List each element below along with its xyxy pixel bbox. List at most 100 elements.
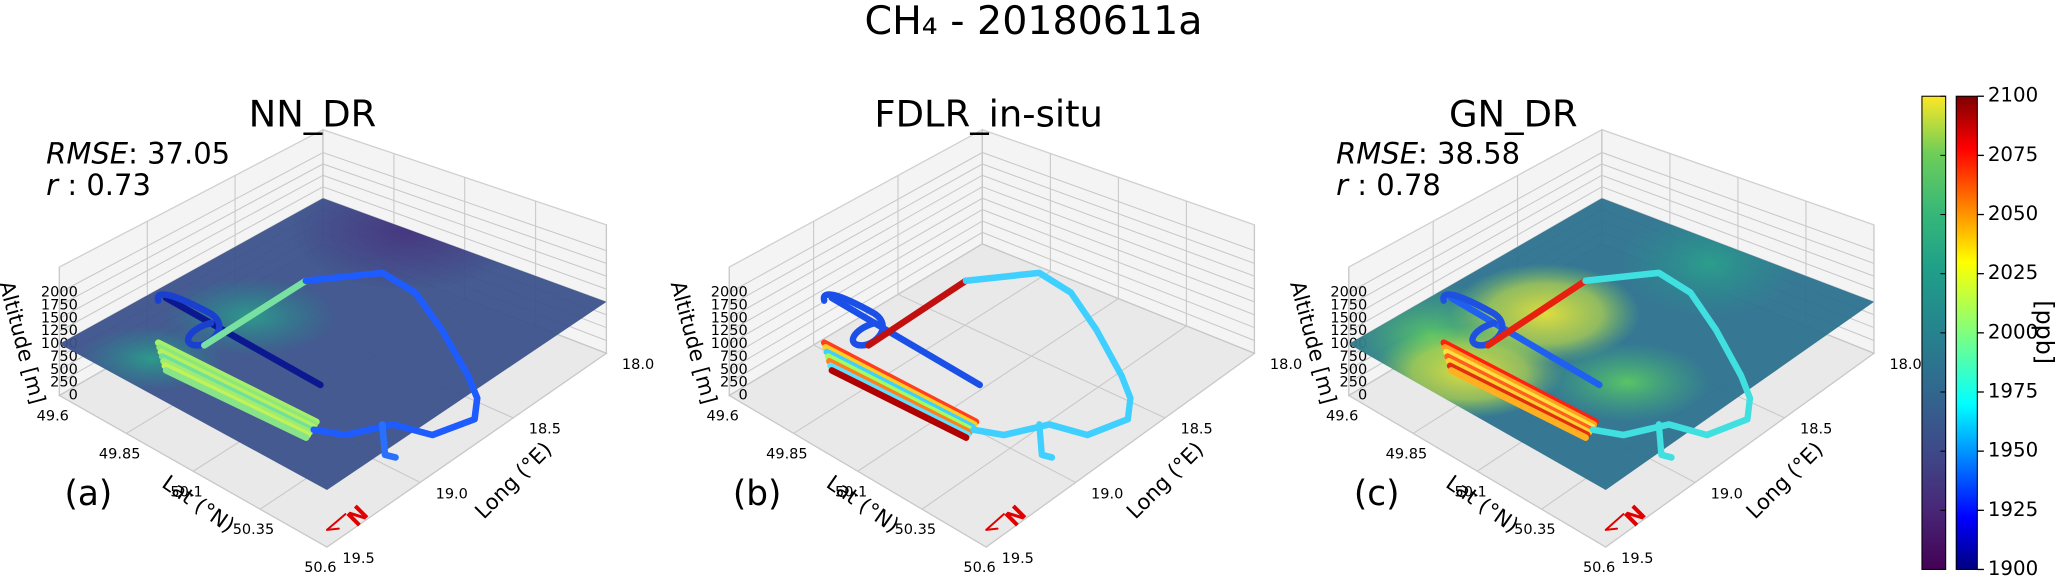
- z-tick-label: 1500: [711, 310, 748, 326]
- track-segment: [162, 294, 324, 389]
- panel-label: (b): [733, 474, 782, 514]
- z-tick-label: 0: [69, 387, 78, 403]
- z-tick-label: 1500: [41, 310, 78, 326]
- y-tick-label: 50.35: [895, 522, 937, 538]
- metric-value: 37.05: [147, 137, 230, 171]
- x-tick-label: 18.0: [622, 357, 654, 373]
- y-tick-label: 49.85: [99, 446, 141, 462]
- colorbar-tick-label: 2100: [1988, 84, 2038, 107]
- z-tick-label: 750: [720, 349, 748, 365]
- y-tick-label: 50.35: [233, 522, 275, 538]
- track-segment: [1448, 294, 1603, 389]
- track-segment: [162, 367, 310, 441]
- z-tick-label: 0: [738, 387, 747, 403]
- north-arrow: [1604, 513, 1625, 531]
- z-tick-label: 1250: [41, 323, 78, 339]
- colorbar-tick-label: 2025: [1988, 261, 2038, 284]
- y-tick-label: 49.85: [1386, 446, 1428, 462]
- metric-value: 38.58: [1437, 137, 1520, 171]
- grid-line: [59, 163, 607, 307]
- metric-separator: :: [1418, 137, 1437, 171]
- grid-line: [729, 151, 1255, 294]
- grid-line: [1348, 163, 1875, 307]
- track-segment: [201, 277, 310, 349]
- z-tick-label: 500: [50, 362, 78, 378]
- panel-title: FDLR_in-situ: [874, 93, 1103, 136]
- metric: RMSE: 38.58: [1336, 137, 1520, 171]
- metric-value: 0.73: [86, 168, 151, 202]
- x-tick-label: 19.5: [1621, 551, 1653, 567]
- y-tick-label: 50.1: [170, 484, 202, 500]
- surface-contour: [1544, 342, 1710, 422]
- y-tick-label: 50.35: [1514, 522, 1556, 538]
- grid-line: [1348, 186, 1875, 332]
- x-tick-label: 19.5: [342, 551, 374, 567]
- track-segment: [1036, 421, 1056, 461]
- panel-label: (a): [64, 474, 112, 514]
- x-tick-label: 18.5: [529, 422, 561, 438]
- colorbar-tick-label: 1925: [1988, 498, 2038, 521]
- metric-separator: :: [58, 168, 86, 202]
- x-tick-label: 18.5: [1180, 422, 1212, 438]
- z-tick-label: 1750: [41, 298, 78, 314]
- y-tick-label: 49.6: [37, 409, 69, 425]
- north-arrow: [325, 513, 347, 531]
- metric-name: r: [1336, 168, 1350, 202]
- panel: 49.6 49.85 50.1 50.35 50.6 18.0 18.5 19.0 19.5 02…: [0, 93, 654, 577]
- metric-separator: :: [1348, 168, 1376, 202]
- metric-value: 0.78: [1376, 168, 1441, 202]
- colorbar-bar: [1955, 95, 1978, 570]
- grid-line: [729, 186, 1255, 332]
- z-tick-label: 500: [1340, 362, 1368, 378]
- z-tick-label: 250: [720, 375, 748, 391]
- grid-line: [728, 220, 1255, 371]
- flight-track: [1440, 269, 1754, 531]
- z-tick-label: 1250: [711, 323, 748, 339]
- metric: r : 0.73: [46, 168, 151, 202]
- grid-line: [59, 174, 607, 319]
- x-axis-label: Long (°E): [1741, 437, 1828, 524]
- x-tick-label: 18.0: [1270, 357, 1302, 373]
- metric: RMSE: 37.05: [46, 137, 230, 171]
- z-tick-label: 500: [720, 362, 748, 378]
- grid-line: [59, 151, 607, 294]
- z-tick-label: 1000: [711, 336, 748, 352]
- track-segment: [865, 277, 970, 349]
- track-segment: [1582, 269, 1754, 439]
- track-segment: [962, 269, 1134, 439]
- y-tick-label: 49.6: [1326, 409, 1358, 425]
- metric-name: RMSE: [1336, 137, 1419, 171]
- grid-line: [729, 197, 1255, 345]
- colorbar-tick-label: 2000: [1988, 320, 2038, 343]
- metric-separator: :: [128, 137, 147, 171]
- x-tick-label: 19.0: [436, 486, 468, 502]
- z-tick-label: 2000: [711, 285, 748, 301]
- y-tick-label: 49.6: [707, 409, 739, 425]
- colorbar: 1900 1925 1950 1975 2000 2025 2050 2075 2100 [ppb…: [1921, 84, 2059, 580]
- x-axis-label: Long (°E): [470, 437, 557, 524]
- grid-line: [729, 163, 1255, 307]
- track-segment: [1448, 367, 1589, 441]
- track-segment: [1484, 277, 1589, 349]
- y-tick-label: 50.6: [304, 560, 336, 576]
- colorbar-tick-label: 2075: [1988, 143, 2038, 166]
- track-segment: [820, 291, 886, 349]
- grid-line: [729, 174, 1255, 319]
- track-segment: [154, 291, 223, 349]
- grid-line: [728, 231, 1255, 384]
- x-tick-label: 19.5: [1002, 551, 1034, 567]
- panel-title: NN_DR: [249, 93, 377, 136]
- metric-name: r: [46, 168, 60, 202]
- z-tick-label: 1500: [1330, 310, 1367, 326]
- y-tick-label: 50.6: [1583, 560, 1615, 576]
- z-tick-label: 250: [50, 375, 78, 391]
- y-tick-label: 50.6: [963, 560, 995, 576]
- flight-track: [154, 269, 481, 531]
- north-arrow: [985, 513, 1005, 531]
- colorbar-label: [ppb]: [2031, 300, 2059, 364]
- y-tick-label: 49.85: [766, 446, 808, 462]
- colorbar-tick-label: 2050: [1988, 202, 2038, 225]
- figure-title: CH₄ - 20180611a: [864, 0, 1202, 44]
